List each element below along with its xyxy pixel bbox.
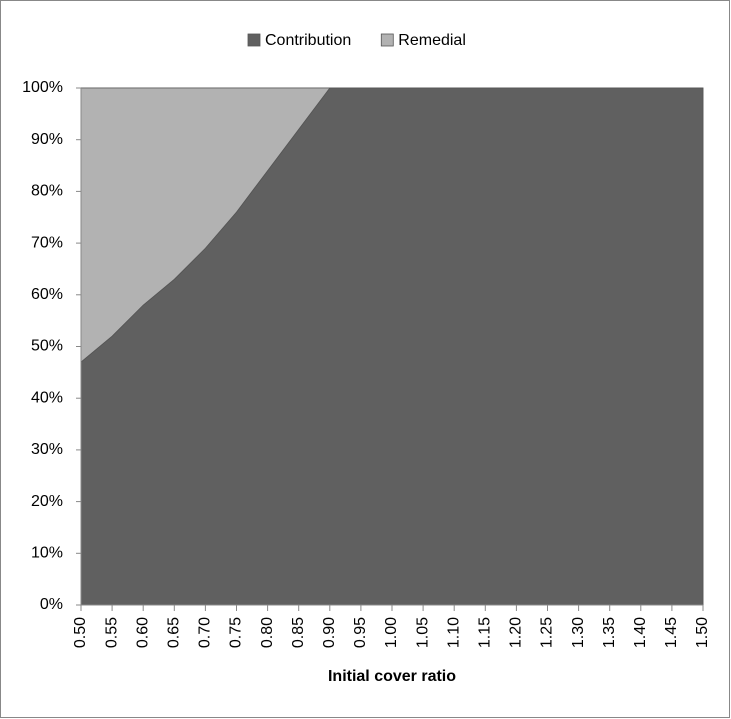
x-tick-label: 1.50	[694, 617, 711, 648]
x-axis-title: Initial cover ratio	[328, 668, 456, 685]
legend-label: Remedial	[398, 32, 466, 49]
y-tick-label: 60%	[31, 286, 63, 303]
y-tick-label: 0%	[40, 596, 63, 613]
x-tick-label: 0.75	[228, 617, 245, 648]
x-tick-label: 1.25	[539, 617, 556, 648]
x-tick-label: 1.40	[632, 617, 649, 648]
x-tick-label: 0.70	[197, 617, 214, 648]
x-tick-label: 0.55	[103, 617, 120, 648]
legend-swatch	[380, 33, 394, 47]
x-tick-label: 0.90	[321, 617, 338, 648]
x-tick-label: 1.15	[477, 617, 494, 648]
y-tick-label: 10%	[31, 545, 63, 562]
x-tick-label: 1.30	[570, 617, 587, 648]
x-tick-label: 1.20	[508, 617, 525, 648]
y-tick-label: 100%	[22, 79, 63, 96]
x-tick-label: 0.80	[259, 617, 276, 648]
y-tick-label: 80%	[31, 183, 63, 200]
y-tick-label: 20%	[31, 493, 63, 510]
area	[80, 87, 703, 363]
x-tick-label: 0.65	[166, 617, 183, 648]
x-tick-label: 0.60	[134, 617, 151, 648]
x-tick-label: 1.05	[414, 617, 431, 648]
legend-swatch	[247, 33, 261, 47]
y-tick-label: 70%	[31, 234, 63, 251]
x-tick-label: 1.00	[383, 617, 400, 648]
x-tick-label: 0.85	[290, 617, 307, 648]
x-tick-label: 0.50	[72, 617, 89, 648]
legend-label: Contribution	[265, 32, 351, 49]
x-tick-label: 1.35	[601, 617, 618, 648]
y-tick-label: 40%	[31, 389, 63, 406]
y-tick-label: 50%	[31, 338, 63, 355]
x-tick-label: 0.95	[352, 617, 369, 648]
x-tick-label: 1.10	[445, 617, 462, 648]
y-tick-label: 90%	[31, 131, 63, 148]
y-tick-label: 30%	[31, 441, 63, 458]
x-tick-label: 1.45	[663, 617, 680, 648]
